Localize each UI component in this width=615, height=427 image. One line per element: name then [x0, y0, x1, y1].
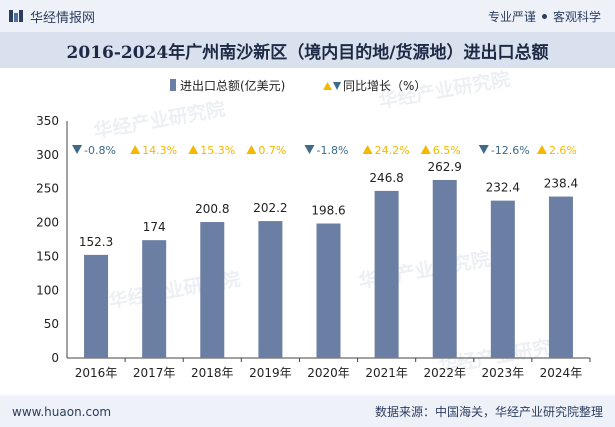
bar-7: [490, 200, 515, 358]
growth-down-triangle-icon: [478, 145, 489, 154]
growth-down-triangle-icon: [304, 145, 315, 154]
watermark-text-0: 华经产业研究院: [92, 97, 227, 143]
growth-up-triangle-icon: [420, 145, 431, 154]
x-tick-label: 2018年: [191, 366, 234, 380]
growth-label: 6.5%: [433, 144, 461, 157]
bar-value-label: 238.4: [544, 177, 578, 191]
bar-value-label: 232.4: [486, 181, 520, 195]
bar-1: [142, 240, 167, 358]
growth-label: 24.2%: [375, 144, 410, 157]
legend-down-triangle-icon: [333, 82, 341, 90]
chart-title: 2016-2024年广州南沙新区（境内目的地/货源地）进出口总额: [66, 42, 549, 63]
tagline: 专业严谨 客观科学: [488, 8, 601, 25]
growth-label: 0.7%: [258, 144, 286, 157]
brand[interactable]: 华经情报网: [8, 6, 95, 26]
footer-url[interactable]: www.huaon.com: [12, 404, 112, 419]
x-tick-label: 2017年: [133, 366, 176, 380]
legend-bar-label: 进出口总额(亿美元): [180, 78, 285, 93]
y-tick-label: 350: [36, 114, 59, 128]
bar-value-label: 246.8: [369, 171, 403, 185]
growth-label: -0.8%: [84, 144, 116, 157]
tagline-right: 客观科学: [552, 10, 601, 24]
growth-label: 15.3%: [200, 144, 235, 157]
bar-value-label: 174: [143, 220, 166, 234]
x-tick-label: 2021年: [365, 366, 408, 380]
bar-8: [548, 196, 573, 358]
y-tick-label: 0: [51, 351, 59, 365]
y-tick-label: 300: [36, 148, 59, 162]
bar-value-label: 152.3: [79, 235, 113, 249]
growth-label: 14.3%: [142, 144, 177, 157]
bar-chart: 华经产业研究院华经产业研究院华经产业研究院华经产业研究院华经产业研究院进出口总额…: [36, 67, 591, 380]
growth-up-triangle-icon: [130, 145, 141, 154]
x-tick-label: 2022年: [423, 366, 466, 380]
growth-down-triangle-icon: [72, 145, 83, 154]
x-tick-label: 2019年: [249, 366, 292, 380]
growth-label: 2.6%: [549, 144, 577, 157]
top-bar: 华经情报网 专业严谨 客观科学: [0, 0, 615, 32]
legend-up-triangle-icon: [323, 82, 332, 90]
title-bar: 2016-2024年广州南沙新区（境内目的地/货源地）进出口总额: [0, 32, 615, 68]
x-tick-label: 2016年: [75, 366, 118, 380]
growth-up-triangle-icon: [246, 145, 257, 154]
bottom-bar: www.huaon.com 数据来源：中国海关，华经产业研究院整理: [0, 396, 615, 427]
growth-label: -12.6%: [491, 144, 530, 157]
brand-name: 华经情报网: [30, 10, 96, 26]
tagline-dot-icon: [541, 14, 547, 19]
x-tick-label: 2023年: [482, 366, 525, 380]
growth-up-triangle-icon: [536, 145, 547, 154]
bar-value-label: 202.2: [253, 201, 287, 215]
y-tick-label: 100: [36, 283, 59, 297]
growth-up-triangle-icon: [188, 145, 199, 154]
huajing-logo-icon: [9, 10, 23, 22]
x-tick-label: 2024年: [540, 366, 583, 380]
growth-up-triangle-icon: [362, 145, 373, 154]
bar-0: [84, 254, 109, 358]
bar-2: [200, 222, 225, 358]
growth-label: -1.8%: [317, 144, 349, 157]
bar-4: [316, 223, 341, 358]
bar-value-label: 198.6: [311, 204, 345, 218]
y-tick-label: 150: [36, 249, 59, 263]
y-tick-label: 50: [44, 317, 59, 331]
bar-value-label: 262.9: [428, 160, 462, 174]
tagline-left: 专业严谨: [487, 10, 536, 24]
legend-bar-swatch: [170, 79, 176, 91]
y-tick-label: 250: [36, 182, 59, 196]
bar-6: [432, 179, 457, 358]
bar-value-label: 200.8: [195, 202, 229, 216]
bar-3: [258, 221, 283, 358]
x-tick-label: 2020年: [307, 366, 350, 380]
y-tick-label: 200: [36, 216, 59, 230]
chart-area: 华经产业研究院华经产业研究院华经产业研究院华经产业研究院华经产业研究院进出口总额…: [0, 67, 615, 394]
footer-source: 数据来源：中国海关，华经产业研究院整理: [374, 405, 603, 419]
bar-5: [374, 190, 399, 358]
legend-growth-label: 同比增长（%）: [343, 79, 426, 93]
